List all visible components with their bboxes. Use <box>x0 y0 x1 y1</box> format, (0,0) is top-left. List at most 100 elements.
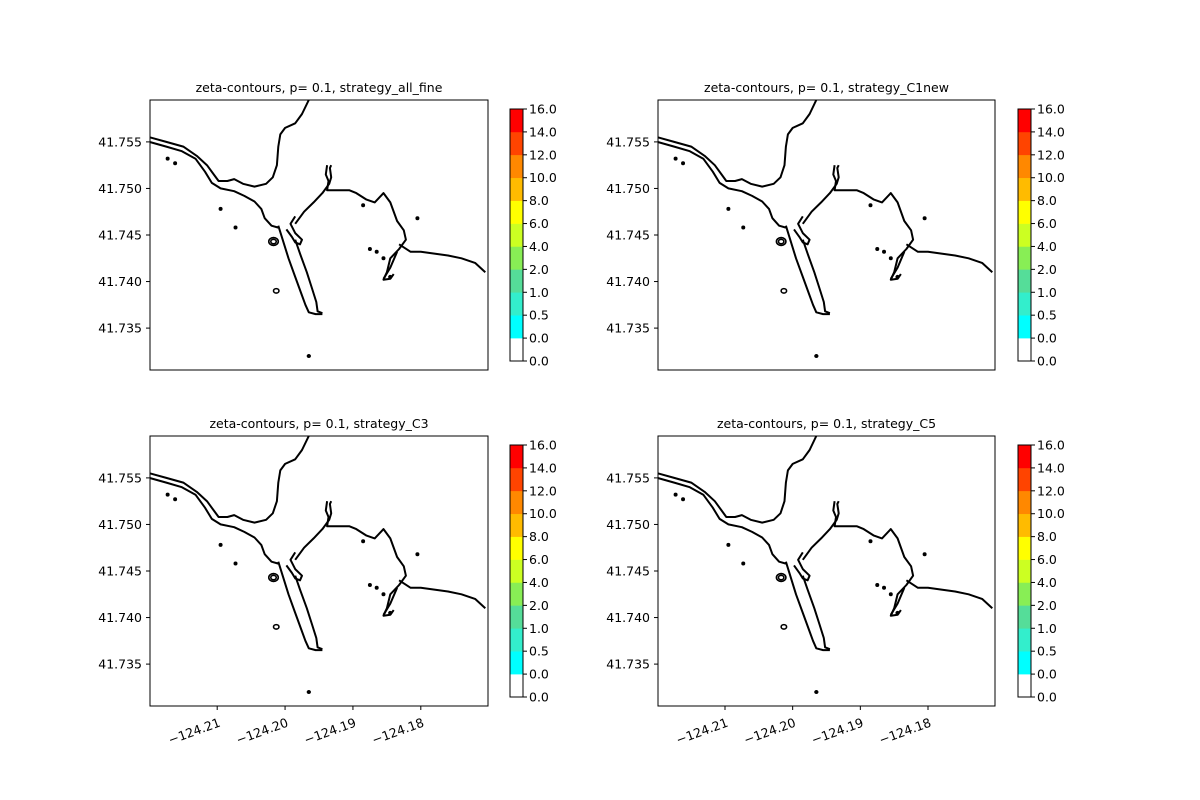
colorbar-band <box>1018 269 1031 293</box>
colorbar-tick-label: 0.5 <box>1037 308 1057 323</box>
island-6 <box>777 574 785 581</box>
colorbar-band <box>510 559 523 583</box>
shoreline-jetty_outer <box>784 225 830 316</box>
island-5 <box>775 236 787 247</box>
shoreline-spit_segment <box>889 251 906 280</box>
colorbar-band <box>510 651 523 675</box>
colorbar-tick-label: 12.0 <box>529 483 557 498</box>
colorbar-tick-label: 2.0 <box>529 262 549 277</box>
shoreline-north_shore <box>150 100 310 188</box>
island-14 <box>388 274 393 279</box>
island-5 <box>267 572 280 583</box>
colorbar-frame <box>509 444 524 698</box>
shoreline-east_coast <box>398 579 486 609</box>
y-tick-label: 41.740 <box>606 274 650 289</box>
colorbar-band <box>1018 445 1031 469</box>
colorbar-tick-label: 14.0 <box>529 460 557 475</box>
shoreline-jetty_tip <box>793 551 811 582</box>
shoreline-jetty_tip <box>285 215 303 246</box>
island-4 <box>233 225 238 230</box>
y-tick-label: 41.750 <box>98 517 142 532</box>
island-7 <box>272 287 280 294</box>
y-tick-label: 41.745 <box>98 228 142 243</box>
y-tick-label: 41.740 <box>606 610 650 625</box>
subplot-title: zeta-contours, p= 0.1, strategy_all_fine <box>196 80 443 95</box>
island-2 <box>681 161 686 166</box>
island-2 <box>681 497 686 502</box>
island-11 <box>374 585 379 590</box>
colorbar-tick-label: 12.0 <box>529 147 557 162</box>
island-9 <box>361 203 366 208</box>
colorbar-tick-label: 0.0 <box>1037 690 1057 705</box>
x-tick-label: −124.20 <box>742 715 798 748</box>
colorbar-band <box>1018 651 1031 675</box>
colorbar-band <box>510 269 523 293</box>
shoreline-jetty_inner <box>801 575 831 651</box>
colorbar-tick-label: 12.0 <box>1037 483 1065 498</box>
y-tick-label: 41.745 <box>606 564 650 579</box>
colorbar-band <box>1018 605 1031 629</box>
colorbar-band <box>510 315 523 339</box>
colorbar: 0.0 0.0 0.5 1.0 2.0 4.0 6.0 8.0 10.0 12.0 14.0 16.0 <box>509 438 557 705</box>
colorbar-band <box>510 445 523 469</box>
colorbar-tick-label: 6.0 <box>1037 552 1057 567</box>
y-tick-label: 41.740 <box>98 274 142 289</box>
shoreline-group <box>150 100 486 359</box>
island-1 <box>165 156 170 161</box>
x-tick-label: −124.19 <box>302 715 358 748</box>
colorbar-tick-label: 14.0 <box>1037 124 1065 139</box>
colorbar: 0.0 0.0 0.5 1.0 2.0 4.0 6.0 8.0 10.0 12.0 14.0 16.0 <box>1017 438 1065 705</box>
y-tick-label: 41.735 <box>606 657 650 672</box>
island-2 <box>173 497 178 502</box>
shoreline-channel_east2 <box>832 165 915 281</box>
island-14 <box>895 274 900 279</box>
island-3 <box>218 206 223 211</box>
colorbar-band <box>510 109 523 133</box>
island-3 <box>726 206 731 211</box>
island-10 <box>367 582 372 587</box>
colorbar-tick-label: 14.0 <box>1037 460 1065 475</box>
shoreline-jetty_outer <box>277 225 323 316</box>
shoreline-channel_east <box>801 500 840 561</box>
y-tick-label: 41.755 <box>606 134 650 149</box>
colorbar-tick-label: 6.0 <box>529 216 549 231</box>
colorbar-frame <box>509 108 524 362</box>
shoreline-jetty_inner <box>294 239 323 315</box>
shoreline-east_coast <box>398 243 486 273</box>
island-14 <box>895 610 900 615</box>
colorbar-band <box>510 246 523 270</box>
shoreline-west_shore <box>658 477 787 565</box>
colorbar-frame <box>1017 108 1032 362</box>
island-8 <box>306 354 311 359</box>
shoreline-jetty_outer <box>277 561 323 652</box>
shoreline-jetty_inner <box>801 239 831 315</box>
shoreline-group <box>150 436 486 695</box>
colorbar-band <box>1018 223 1031 247</box>
y-tick-label: 41.735 <box>98 657 142 672</box>
colorbar-tick-label: 1.0 <box>1037 621 1057 636</box>
colorbar-tick-label: 0.5 <box>529 308 549 323</box>
island-7 <box>780 623 788 630</box>
colorbar-tick-label: 6.0 <box>1037 216 1057 231</box>
colorbar-tick-label: 14.0 <box>529 124 557 139</box>
island-4 <box>741 561 746 566</box>
y-tick-label: 41.735 <box>98 321 142 336</box>
subplot-4: zeta-contours, p= 0.1, strategy_C5 41.735… <box>606 416 1065 747</box>
axes-frame <box>657 435 996 707</box>
shoreline-jetty_outer <box>784 561 830 652</box>
colorbar-tick-label: 2.0 <box>1037 262 1057 277</box>
colorbar-band <box>1018 109 1031 133</box>
island-9 <box>868 203 873 208</box>
colorbar-band <box>510 200 523 224</box>
colorbar-tick-label: 4.0 <box>1037 239 1057 254</box>
colorbar-tick-label: 12.0 <box>1037 147 1065 162</box>
colorbar-tick-label: 4.0 <box>529 239 549 254</box>
colorbar-tick-label: 4.0 <box>1037 575 1057 590</box>
x-tick-label: −124.21 <box>166 715 222 748</box>
colorbar-tick-label: 10.0 <box>1037 506 1065 521</box>
colorbar-band <box>510 223 523 247</box>
y-tick-label: 41.755 <box>98 134 142 149</box>
island-13 <box>415 216 420 221</box>
shoreline-spit_segment <box>889 587 906 616</box>
